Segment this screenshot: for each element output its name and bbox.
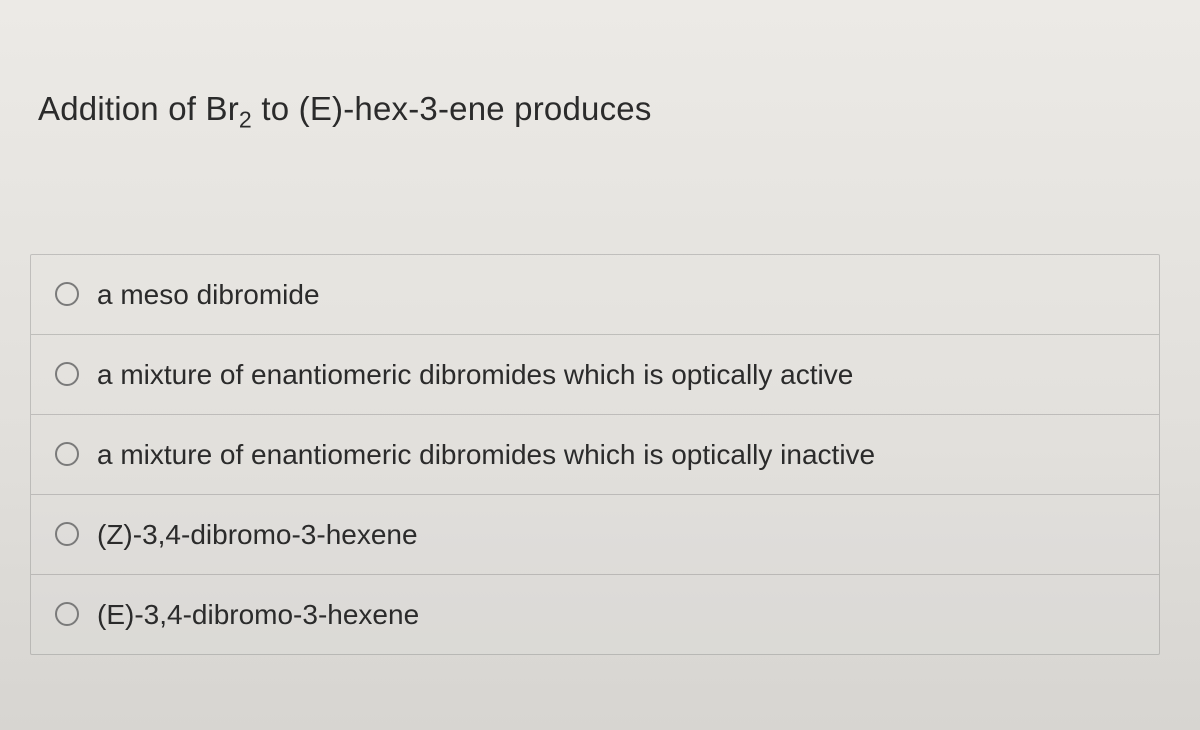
option-label: (Z)-3,4-dibromo-3-hexene	[97, 517, 418, 552]
question-panel: Addition of Br2 to (E)-hex-3-ene produce…	[0, 0, 1200, 730]
option-label: a mixture of enantiomeric dibromides whi…	[97, 437, 875, 472]
radio-icon[interactable]	[55, 362, 79, 386]
question-prefix: Addition of Br	[38, 90, 239, 127]
question-suffix: to (E)-hex-3-ene produces	[252, 90, 652, 127]
option-2[interactable]: a mixture of enantiomeric dibromides whi…	[31, 415, 1159, 495]
option-label: (E)-3,4-dibromo-3-hexene	[97, 597, 419, 632]
option-3[interactable]: (Z)-3,4-dibromo-3-hexene	[31, 495, 1159, 575]
question-text: Addition of Br2 to (E)-hex-3-ene produce…	[38, 90, 1160, 134]
option-0[interactable]: a meso dibromide	[31, 255, 1159, 335]
radio-icon[interactable]	[55, 602, 79, 626]
radio-icon[interactable]	[55, 442, 79, 466]
option-1[interactable]: a mixture of enantiomeric dibromides whi…	[31, 335, 1159, 415]
radio-icon[interactable]	[55, 522, 79, 546]
question-subscript: 2	[239, 107, 252, 133]
radio-icon[interactable]	[55, 282, 79, 306]
options-list: a meso dibromide a mixture of enantiomer…	[30, 254, 1160, 655]
option-label: a mixture of enantiomeric dibromides whi…	[97, 357, 853, 392]
option-label: a meso dibromide	[97, 277, 320, 312]
option-4[interactable]: (E)-3,4-dibromo-3-hexene	[31, 575, 1159, 654]
